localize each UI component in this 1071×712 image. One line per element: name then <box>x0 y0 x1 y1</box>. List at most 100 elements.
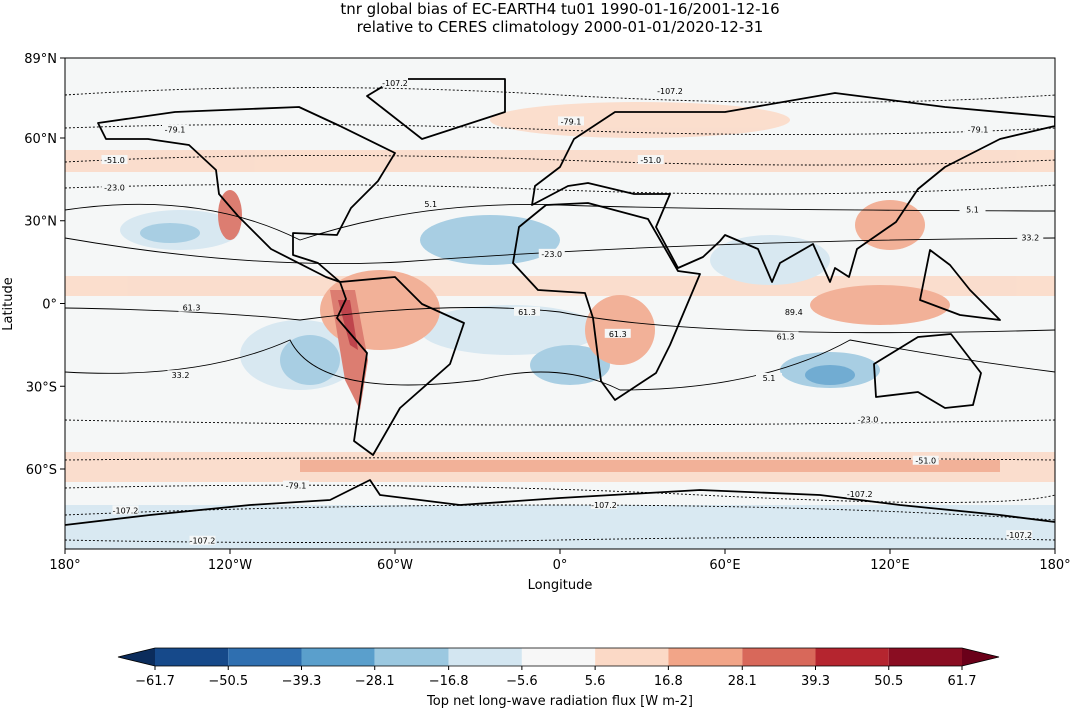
y-tick-label: 60°N <box>24 132 57 147</box>
contour-label: 61.3 <box>183 304 201 313</box>
colorbar-bin <box>155 648 229 666</box>
y-axis-label: Latitude <box>1 277 16 331</box>
contour-label-bg <box>604 328 631 338</box>
contour-label-bg <box>283 480 309 490</box>
y-tick-label: 30°N <box>24 215 57 230</box>
colorbar-bin <box>448 648 522 666</box>
contour-label-bg <box>780 306 807 316</box>
colorbar-extend-high <box>962 648 999 666</box>
colorbar-tick-label: −28.1 <box>355 674 395 689</box>
colorbar-bin <box>374 648 449 666</box>
contour-label: -107.2 <box>113 506 139 515</box>
contour-label-bg <box>756 372 782 382</box>
colorbar-bin <box>521 648 596 666</box>
contour-label: -23.0 <box>541 250 562 259</box>
contour-label: -107.2 <box>190 537 216 546</box>
contour-label: 89.4 <box>785 308 803 317</box>
x-tick-label: 180° <box>1039 558 1070 573</box>
contour-label: -79.1 <box>165 126 186 135</box>
colorbar-bin <box>815 648 889 666</box>
contour-label: -79.1 <box>561 117 582 126</box>
contour-label: -107.2 <box>1006 531 1032 540</box>
contour-label-bg <box>855 414 881 424</box>
contour-label-bg <box>101 182 128 192</box>
colorbar-tick-label: −16.8 <box>429 674 469 689</box>
contour-label-bg <box>189 535 216 545</box>
contour-label: -107.2 <box>657 87 683 96</box>
contour-label-bg <box>637 155 664 165</box>
contour-label-bg <box>514 306 540 316</box>
contour-label-bg <box>558 116 584 126</box>
x-tick-label: 60°E <box>709 558 740 573</box>
y-tick-label: 30°S <box>26 380 57 395</box>
colorbar-tick-label: 5.6 <box>585 674 606 689</box>
colorbar-bin <box>742 648 816 666</box>
contour-label-bg <box>101 155 128 165</box>
contour-label: 5.1 <box>424 200 437 209</box>
contour-label-bg <box>772 331 799 341</box>
contour-label-bg <box>382 77 408 87</box>
contour-label-bg <box>657 86 683 96</box>
contour-label-bg <box>1017 232 1044 242</box>
colorbar-bin <box>228 648 302 666</box>
contour-label: 33.2 <box>1021 233 1039 242</box>
colorbar-label: Top net long-wave radiation flux [W m-2] <box>426 694 693 708</box>
colorbar-tick-label: −5.6 <box>506 674 538 689</box>
contour-label: 61.3 <box>518 308 536 317</box>
contour-label: 5.1 <box>763 374 776 383</box>
x-tick-label: 120°E <box>870 558 910 573</box>
colorbar-tick-label: −61.7 <box>135 674 175 689</box>
contour-label-bg <box>112 505 139 515</box>
contour-label-bg <box>591 499 617 509</box>
colorbar-tick-label: −39.3 <box>282 674 322 689</box>
contour-label: -51.0 <box>640 156 661 165</box>
colorbar-tick-label: 50.5 <box>874 674 903 689</box>
contour-label-bg <box>846 488 873 498</box>
contour-label-bg <box>178 302 205 312</box>
contour-label: 61.3 <box>777 333 795 342</box>
y-tick-label: 60°S <box>26 463 57 478</box>
title: tnr global bias of EC-EARTH4 tu01 1990-0… <box>340 0 779 18</box>
colorbar-bin <box>301 648 375 666</box>
contour-label: -51.0 <box>104 156 125 165</box>
contour-label-bg <box>417 199 444 209</box>
x-tick-label: 0° <box>553 558 568 573</box>
contour-label-bg <box>912 455 939 465</box>
x-tick-label: 60°W <box>377 558 413 573</box>
colorbar-tick-label: 39.3 <box>801 674 830 689</box>
colorbar-bin <box>595 648 669 666</box>
coastlines <box>65 78 1055 526</box>
contour-label: -107.2 <box>591 501 617 510</box>
contour-label: -107.2 <box>847 490 873 499</box>
map-field <box>65 58 1055 549</box>
contour-label: -23.0 <box>858 415 879 424</box>
x-tick-label: 180° <box>49 558 80 573</box>
contour-label-bg <box>959 204 986 214</box>
contour-label: 33.2 <box>172 371 190 380</box>
colorbar-tick-label: 28.1 <box>728 674 757 689</box>
contour-label-bg <box>538 248 565 258</box>
contour-label: -51.0 <box>915 457 936 466</box>
contour-label-bg <box>965 124 991 134</box>
colorbar-bin <box>888 648 962 666</box>
contour-label-bg <box>162 124 188 134</box>
bias-patches <box>65 102 1055 549</box>
contour-label: -23.0 <box>104 184 125 193</box>
contour-label: -107.2 <box>382 79 408 88</box>
contour-label-bg <box>167 370 194 380</box>
y-tick-label: 89°N <box>24 52 57 67</box>
contour-label: -79.1 <box>968 126 989 135</box>
y-tick-label: 0° <box>42 298 57 313</box>
contour-label-bg <box>1006 530 1033 540</box>
colorbar-tick-label: −50.5 <box>208 674 248 689</box>
subtitle: relative to CERES climatology 2000-01-01… <box>357 18 764 36</box>
colorbar-tick-label: 61.7 <box>948 674 977 689</box>
contour-label: 61.3 <box>609 330 627 339</box>
contour-label: -79.1 <box>286 482 307 491</box>
colorbar-bin <box>668 648 743 666</box>
x-axis-label: Longitude <box>528 578 593 593</box>
x-tick-label: 120°W <box>208 558 252 573</box>
colorbar-extend-low <box>118 648 155 666</box>
contour-label: 5.1 <box>966 206 979 215</box>
